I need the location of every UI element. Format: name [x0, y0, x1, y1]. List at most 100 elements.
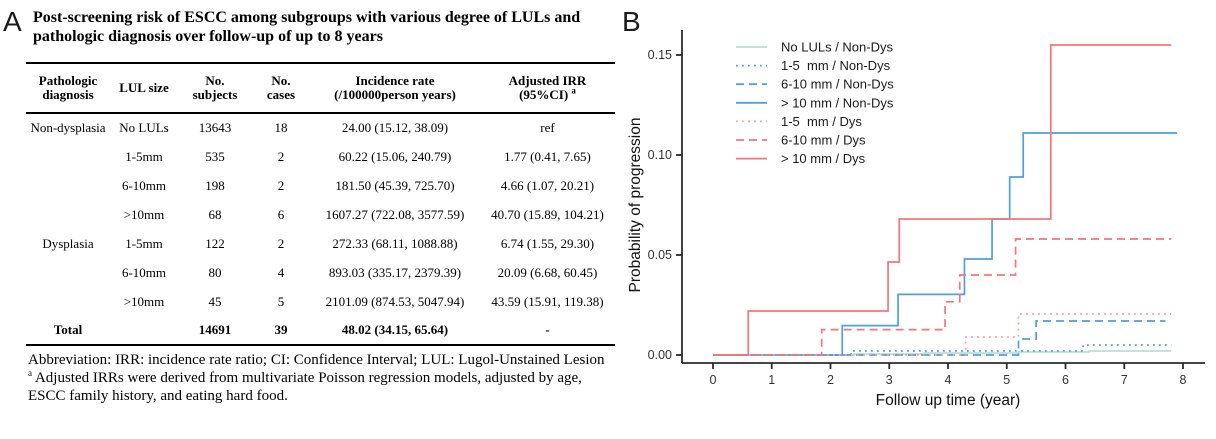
x-tick-label: 8	[1180, 373, 1187, 387]
col-header-3: No. subjects	[192, 73, 238, 102]
cell-diagnosis	[26, 142, 110, 171]
incidence-table: Pathologic diagnosis LUL size No. subjects No…	[26, 62, 615, 346]
cell-subjects: 535	[205, 148, 225, 164]
cell-cases: 5	[277, 293, 285, 309]
col-header-6: Adjusted IRR (95%CI) a	[508, 73, 587, 102]
table-title: Post-screening risk of ESCC among subgro…	[33, 9, 581, 45]
cell-lul_size: >10mm	[123, 206, 165, 222]
legend-label: 1-5 mm / Dys	[781, 114, 862, 129]
y-tick-label: 0.00	[648, 348, 672, 362]
table-row: Dysplasia 1-5mm 122 2 272.33 (68.11, 1088.88…	[26, 229, 615, 258]
cell-incidence_rate: 60.22 (15.06, 240.79)	[338, 148, 452, 164]
table-row: >10mm 68 6 1607.27 (722.08, 3577.59) 40.70 (…	[26, 200, 615, 229]
legend-label: 6-10 mm / Dys	[781, 133, 866, 148]
x-tick-label: 1	[768, 373, 775, 387]
series-line-5	[713, 313, 1172, 356]
x-tick-label: 5	[1003, 373, 1010, 387]
cell-incidence_rate: 272.33 (68.11, 1088.88)	[332, 235, 458, 251]
col-header-2: LUL size	[119, 80, 169, 95]
cell-cases: 18	[274, 120, 288, 135]
table-footnotes: Abbreviation: IRR: incidence rate ratio;…	[28, 351, 615, 405]
adjustment-note: a Adjusted IRRs were derived from multiv…	[28, 369, 615, 405]
table-row: 6-10mm 80 4 893.03 (335.17, 2379.39) 20.09 (…	[26, 258, 615, 287]
cell-subjects: 68	[208, 206, 222, 222]
cell-diagnosis	[26, 258, 110, 287]
panel-b: 0 1 2 3 4 5 6 7 8 0.00 0.05 0.10 0.15 Follow up time …	[620, 0, 1216, 434]
cell-subjects: 13643	[198, 120, 232, 135]
table-row: Non-dysplasia No LULs 13643 18 24.00 (15.12,…	[26, 113, 615, 142]
cell-diagnosis: Dysplasia	[42, 235, 94, 251]
x-axis-title: Follow up time (year)	[876, 392, 1021, 409]
x-tick-label: 0	[710, 373, 717, 387]
cell-subjects: 122	[205, 235, 225, 251]
legend-label: > 10 mm / Non-Dys	[781, 95, 894, 110]
x-tick-label: 2	[827, 373, 834, 387]
series-line-4	[713, 132, 1178, 356]
table-row: 1-5mm 535 2 60.22 (15.06, 240.79) 1.77 (0.41…	[26, 142, 615, 171]
cell-adjusted_irr: 40.70 (15.89, 104.21)	[491, 206, 604, 222]
table-header: Pathologic diagnosis LUL size No. subjects No…	[26, 63, 615, 113]
cell-incidence_rate: 181.50 (45.39, 725.70)	[335, 177, 455, 193]
cell-subjects: 80	[208, 264, 222, 280]
cell-lul_size: 1-5mm	[125, 235, 163, 251]
y-tick-label: 0.10	[648, 148, 672, 162]
series-line-3	[713, 320, 1166, 356]
series-line-6	[713, 238, 1172, 356]
x-tick-label: 4	[945, 373, 952, 387]
table-body: Non-dysplasia No LULs 13643 18 24.00 (15.12,…	[26, 113, 615, 345]
cell-diagnosis	[26, 287, 110, 316]
cell-lul_size	[110, 316, 178, 345]
cell-subjects: 14691	[198, 322, 232, 337]
panel-b-label: B	[622, 6, 641, 37]
abbreviation-note: Abbreviation: IRR: incidence rate ratio;…	[28, 352, 605, 368]
cell-lul_size: 6-10mm	[121, 264, 167, 280]
table-row: Total 14691 39 48.02 (34.15, 65.64) -	[26, 316, 615, 345]
legend-label: 6-10 mm / Non-Dys	[781, 77, 894, 92]
cell-cases: 6	[277, 206, 285, 222]
cell-adjusted_irr: ref	[540, 120, 555, 135]
legend-label: 1-5 mm / Non-Dys	[781, 58, 891, 73]
cell-subjects: 45	[208, 293, 222, 309]
panel-a: A Post-screening risk of ESCC among subg…	[3, 6, 615, 405]
cell-adjusted_irr: -	[545, 322, 550, 337]
table-row: >10mm 45 5 2101.09 (874.53, 5047.94) 43.59 (…	[26, 287, 615, 316]
cell-adjusted_irr: 1.77 (0.41, 7.65)	[504, 148, 591, 164]
cell-lul_size: 6-10mm	[121, 177, 167, 193]
x-tick-label: 6	[1062, 373, 1069, 387]
cell-cases: 4	[277, 264, 285, 280]
cell-adjusted_irr: 4.66 (1.07, 20.21)	[500, 177, 595, 193]
cell-incidence_rate: 893.03 (335.17, 2379.39)	[328, 264, 462, 280]
cell-cases: 2	[277, 177, 285, 193]
x-tick-label: 7	[1121, 373, 1128, 387]
cell-diagnosis	[26, 171, 110, 200]
y-tick-label: 0.05	[648, 248, 672, 262]
cell-adjusted_irr: 43.59 (15.91, 119.38)	[491, 293, 604, 309]
cell-cases: 39	[274, 322, 288, 337]
col-header-5: Incidence rate (/100000person years)	[334, 73, 456, 102]
x-tick-label: 3	[886, 373, 893, 387]
footnote-text: Adjusted IRRs were derived from multivar…	[28, 370, 582, 404]
cell-incidence_rate: 48.02 (34.15, 65.64)	[341, 322, 449, 337]
cell-lul_size: >10mm	[123, 293, 165, 309]
progression-step-chart: 0 1 2 3 4 5 6 7 8 0.00 0.05 0.10 0.15 Follow up time …	[627, 30, 1205, 409]
y-tick-label: 0.15	[648, 48, 672, 62]
cell-diagnosis: Non-dysplasia	[30, 120, 106, 135]
cell-adjusted_irr: 20.09 (6.68, 60.45)	[497, 264, 598, 280]
legend-label: > 10 mm / Dys	[781, 151, 866, 166]
cell-lul_size: 1-5mm	[125, 148, 163, 164]
cell-lul_size: No LULs	[119, 120, 169, 135]
table-row: 6-10mm 198 2 181.50 (45.39, 725.70) 4.66 (1.…	[26, 171, 615, 200]
cell-diagnosis: Total	[53, 322, 83, 337]
cell-adjusted_irr: 6.74 (1.55, 29.30)	[500, 235, 595, 251]
series-line-7	[713, 44, 1172, 356]
cell-diagnosis	[26, 200, 110, 229]
col-header-1: Pathologic diagnosis	[38, 73, 98, 102]
cell-subjects: 198	[205, 177, 225, 193]
col-header-4: No. cases	[266, 73, 296, 102]
cell-cases: 2	[277, 235, 285, 251]
cell-cases: 2	[277, 148, 285, 164]
panel-a-label: A	[3, 6, 22, 37]
cell-incidence_rate: 2101.09 (874.53, 5047.94)	[325, 293, 465, 309]
legend-label: No LULs / Non-Dys	[781, 40, 893, 55]
